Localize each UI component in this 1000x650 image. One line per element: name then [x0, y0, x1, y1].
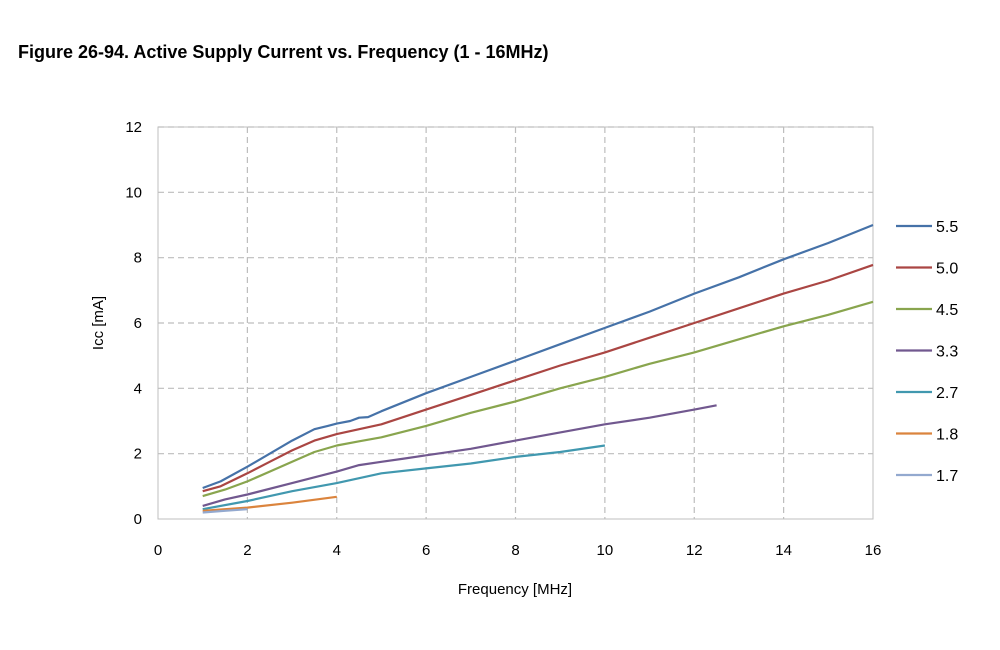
- y-tick-label: 10: [125, 184, 142, 201]
- legend-label: 1.8: [936, 427, 958, 444]
- y-tick-label: 4: [134, 380, 142, 397]
- x-tick-label: 6: [422, 542, 430, 559]
- legend: 5.5 5.0 4.5 3.3 2.7 1.8 1.7: [896, 219, 958, 485]
- series-line-3.3: [202, 404, 717, 507]
- series-line-1.7: [202, 508, 248, 514]
- x-tick-label: 14: [775, 542, 792, 559]
- figure-title: Figure 26-94. Active Supply Current vs. …: [18, 42, 549, 62]
- legend-label: 5.5: [936, 219, 958, 236]
- y-tick-label: 6: [134, 315, 142, 332]
- legend-label: 3.3: [936, 344, 958, 361]
- y-tick-label: 8: [134, 250, 142, 267]
- legend-item: 4.5: [896, 302, 958, 319]
- x-tick-label: 0: [154, 542, 162, 559]
- x-tick-label: 8: [511, 542, 519, 559]
- series-line-1.8: [202, 495, 337, 512]
- legend-item: 1.8: [896, 427, 958, 444]
- series-line-2.7: [202, 444, 606, 511]
- legend-label: 1.7: [936, 468, 958, 485]
- series-lines: [202, 223, 874, 514]
- x-tick-label: 4: [333, 542, 341, 559]
- x-axis-label: Frequency [MHz]: [458, 581, 572, 598]
- grid: [157, 126, 874, 520]
- x-tick-label: 16: [865, 542, 882, 559]
- x-tick-label: 10: [597, 542, 614, 559]
- x-tick-label: 2: [243, 542, 251, 559]
- legend-label: 4.5: [936, 302, 958, 319]
- y-tick-label: 12: [125, 119, 142, 136]
- series-line-4.5: [202, 300, 874, 498]
- legend-item: 1.7: [896, 468, 958, 485]
- legend-label: 5.0: [936, 261, 958, 278]
- legend-label: 2.7: [936, 385, 958, 402]
- legend-item: 5.0: [896, 261, 958, 278]
- x-tick-label: 12: [686, 542, 703, 559]
- y-tick-label: 2: [134, 446, 142, 463]
- axes: 0 2 4 6 8 10 12 0 2 4 6 8 10 12 14 16: [125, 119, 881, 559]
- legend-item: 2.7: [896, 385, 958, 402]
- series-line-5.0: [202, 263, 874, 493]
- y-axis-label: Icc [mA]: [90, 296, 107, 350]
- y-tick-label: 0: [134, 511, 142, 528]
- legend-item: 3.3: [896, 344, 958, 361]
- series-line-5.5: [202, 223, 874, 490]
- legend-item: 5.5: [896, 219, 958, 236]
